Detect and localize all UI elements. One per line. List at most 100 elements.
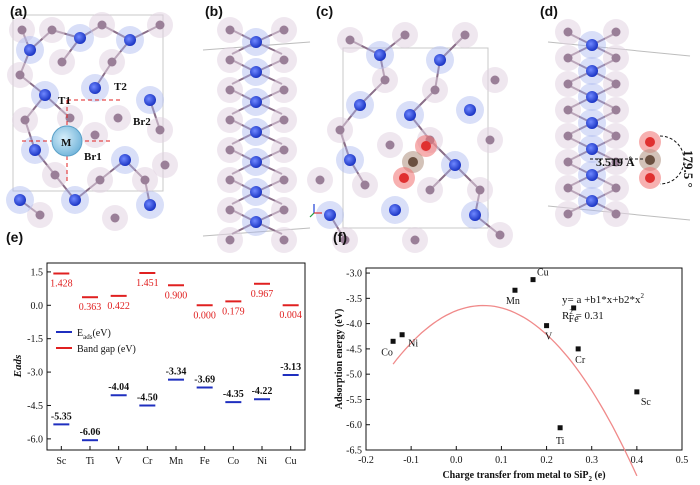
chart-e-xtick-label: Cu — [285, 456, 297, 467]
p-atom-b — [217, 77, 243, 103]
p-atom-b — [271, 17, 297, 43]
p-atom-d — [603, 45, 629, 71]
chart-f-xtick-label: 0.0 — [450, 455, 463, 466]
panel-a-structure: (a) T1 T2 M Br2 Br1 — [6, 3, 178, 231]
p-atom-c — [452, 22, 478, 48]
si-atom-a — [136, 191, 164, 219]
si-atom-b — [242, 118, 270, 146]
unit-cell-c — [342, 47, 489, 229]
chart-f-xtick-label: 0.4 — [631, 455, 644, 466]
p-atom-d — [603, 97, 629, 123]
distance-label: 3.519 Å — [596, 155, 635, 169]
p-atom-d — [555, 201, 581, 227]
p-atom-c — [377, 132, 403, 158]
chart-e-xtick-label: Co — [227, 456, 239, 467]
unit-cell-a — [12, 14, 164, 192]
chart-e: 1.5 0.0 -1.5 -3.0 -4.5 -6.0 Sc Ti V Cr Mn Fe Co Ni Cu… — [6, 229, 306, 467]
si-atom-c — [366, 41, 394, 69]
p-atom-a — [147, 117, 173, 143]
p-atom-d — [603, 201, 629, 227]
chart-f-ylabel: Adsorption energy (eV) — [334, 309, 345, 410]
p-atom-a — [49, 49, 75, 75]
p-atom-a — [152, 152, 178, 178]
chart-f-ytick-label: -4.0 — [346, 319, 362, 330]
chart-f-ytick-label: -3.0 — [346, 269, 362, 280]
panel-b-structure: (b) — [202, 3, 311, 253]
p-atom-a — [57, 105, 83, 131]
si-atom-d — [578, 187, 606, 215]
p-atom-a — [42, 162, 68, 188]
chart-f-yticks: -3.0 -3.5 -4.0 -4.5 -5.0 -5.5 -6.0 -6.5 — [346, 269, 370, 457]
si-atom-a — [21, 136, 49, 164]
p-atom-c — [467, 177, 493, 203]
chart-f-ytick-label: -3.5 — [346, 294, 362, 305]
p-atom-b — [271, 47, 297, 73]
gap-label-Cu: 0.004 — [279, 310, 302, 321]
si-atom-d — [578, 109, 606, 137]
point-label-Co: Co — [381, 347, 393, 358]
eads-label-Cu: -3.13 — [280, 362, 301, 373]
atoms-a — [6, 12, 178, 231]
si-atom-c — [426, 46, 454, 74]
atoms-d — [555, 19, 629, 227]
p-atom-d — [555, 123, 581, 149]
gap-label-Co: 0.179 — [222, 306, 245, 317]
p-atom-a — [9, 17, 35, 43]
p-atom-b — [217, 107, 243, 133]
chart-f-frame — [365, 267, 683, 451]
point-label-Fe: Fe — [569, 314, 580, 325]
p-atom-c — [402, 227, 428, 253]
p-atom-c — [372, 67, 398, 93]
chart-f-xtick-label: 0.3 — [585, 455, 598, 466]
p-atom-d — [555, 45, 581, 71]
chart-f-ytick-label: -6.5 — [346, 446, 362, 457]
p-atom-d — [603, 71, 629, 97]
si-atom-c — [461, 201, 489, 229]
angle-arc — [659, 135, 685, 185]
si-atom-d — [578, 161, 606, 189]
chart-f-ytick-label: -5.5 — [346, 395, 362, 406]
gap-label-Fe: 0.000 — [193, 310, 216, 321]
chart-e-ylabel: Eads — [12, 355, 24, 379]
panel-label-c: (c) — [316, 3, 333, 19]
si-atom-a — [116, 26, 144, 54]
si-atom-b — [242, 28, 270, 56]
chart-f-ytick-label: -6.0 — [346, 420, 362, 431]
legend-gap-label: Band gap (eV) — [77, 344, 136, 355]
chart-e-ytick-label: -6.0 — [27, 434, 43, 445]
chart-e-xticks: Sc Ti V Cr Mn Fe Co Ni Cu — [56, 446, 297, 467]
eads-label-Fe: -3.69 — [194, 374, 215, 385]
point-label-Ti: Ti — [556, 436, 565, 447]
p-atom-a — [27, 202, 53, 228]
chart-f-ytick-label: -5.0 — [346, 370, 362, 381]
p-atom-b — [271, 197, 297, 223]
panel-label-e: (e) — [6, 229, 23, 245]
point-Cu — [530, 277, 536, 283]
p-atom-c — [307, 167, 333, 193]
p-atom-a — [102, 205, 128, 231]
point-label-V: V — [545, 332, 553, 343]
chart-f-xticks: -0.2 -0.1 0.0 0.1 0.2 0.3 0.4 0.5 — [358, 446, 688, 466]
axis-triad — [309, 204, 322, 218]
p-atom-c — [352, 172, 378, 198]
eads-label-Ni: -4.22 — [252, 386, 273, 397]
p-atom-d — [555, 71, 581, 97]
panel-label-a: (a) — [10, 3, 27, 19]
point-label-Sc: Sc — [641, 397, 652, 408]
panel-label-d: (d) — [540, 3, 558, 19]
chart-f-marks: Co Ni Mn Cu V Fe Cr Sc Ti — [381, 268, 651, 447]
point-label-Cr: Cr — [575, 355, 586, 366]
p-atom-c — [487, 222, 513, 248]
point-label-Ni: Ni — [408, 339, 418, 350]
angle-label: 179.5 ° — [681, 150, 696, 188]
si-atom-b — [242, 148, 270, 176]
p-atom-c — [477, 127, 503, 153]
p-atom-a — [87, 167, 113, 193]
p-atom-b — [217, 17, 243, 43]
p-atom-d — [555, 97, 581, 123]
p-atom-c — [417, 177, 443, 203]
chart-f-xtick-label: 0.5 — [676, 455, 689, 466]
si-atom-c — [381, 196, 409, 224]
p-atom-b — [217, 47, 243, 73]
